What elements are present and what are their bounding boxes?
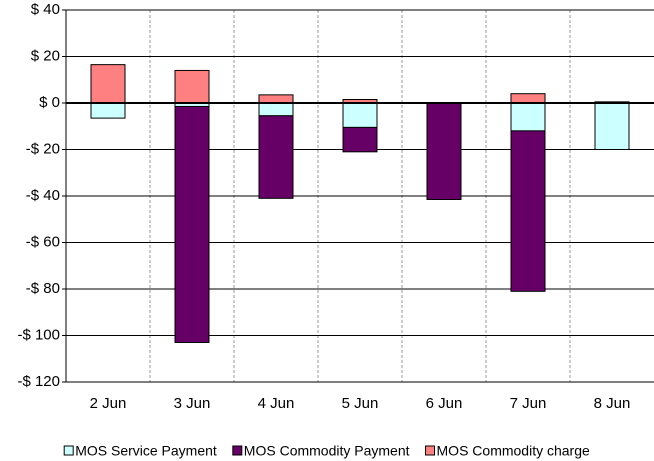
bar-segment	[510, 93, 546, 104]
bar-segment	[258, 115, 294, 199]
bar-segment	[90, 64, 126, 104]
x-tick-label: 5 Jun	[342, 395, 379, 412]
y-tick-label: $ 20	[31, 47, 60, 64]
bar-segment	[90, 102, 126, 119]
y-tick-label: $ 40	[31, 1, 60, 18]
x-tick-label: 6 Jun	[426, 395, 463, 412]
legend-swatch	[63, 445, 74, 456]
legend-label: MOS Service Payment	[75, 443, 217, 459]
x-tick-label: 3 Jun	[174, 395, 211, 412]
y-tick-label: -$ 60	[26, 233, 60, 250]
x-tick-label: 8 Jun	[594, 395, 631, 412]
bar-segment	[258, 102, 294, 117]
bar-segment	[174, 69, 210, 104]
y-tick-label: -$ 20	[26, 140, 60, 157]
x-tick-label: 4 Jun	[258, 395, 295, 412]
bar-segment	[510, 130, 546, 292]
legend-swatch	[425, 445, 436, 456]
legend-label: MOS Commodity charge	[437, 443, 590, 459]
bar-segment	[426, 102, 462, 200]
bar-segment	[594, 102, 630, 150]
bar-segment	[174, 105, 210, 343]
bar-segment	[510, 102, 546, 132]
x-tick-label: 7 Jun	[510, 395, 547, 412]
legend-label: MOS Commodity Payment	[244, 443, 410, 459]
legend-swatch	[232, 445, 243, 456]
x-tick-label: 2 Jun	[90, 395, 127, 412]
y-tick-label: -$ 100	[17, 326, 60, 343]
bar-segment	[342, 102, 378, 128]
y-tick-label: -$ 120	[17, 373, 60, 390]
bar-segment	[258, 94, 294, 104]
y-tick-label: $ 0	[39, 94, 60, 111]
bar-segment	[342, 126, 378, 153]
y-tick-label: -$ 40	[26, 187, 60, 204]
legend: MOS Service Payment MOS Commodity Payment…	[63, 443, 590, 459]
y-tick-label: -$ 80	[26, 280, 60, 297]
